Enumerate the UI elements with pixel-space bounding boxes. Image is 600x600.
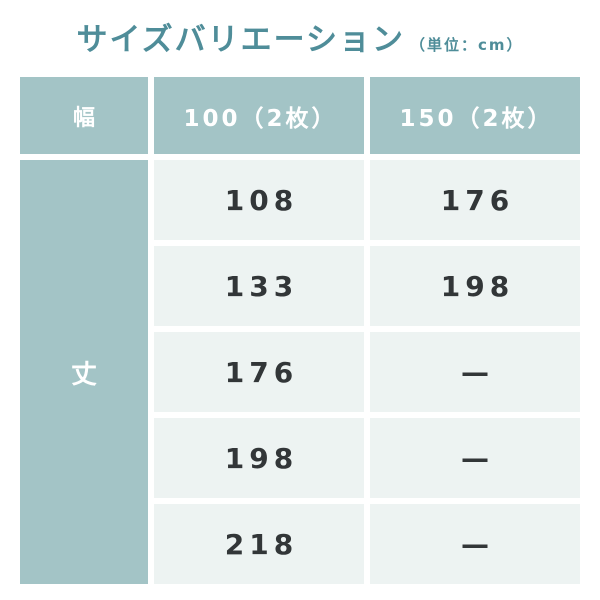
table-cell-r3-c1: 176	[154, 332, 364, 412]
column-header-150: 150（2枚）	[370, 77, 580, 154]
table-cell-r4-c2: —	[370, 418, 580, 498]
table-cell-r1-c2: 176	[370, 160, 580, 240]
table-cell-r2-c2: 198	[370, 246, 580, 326]
row-header-length: 丈	[20, 160, 148, 584]
title-unit-note: （単位：cm）	[409, 36, 524, 54]
table-cell-r3-c2: —	[370, 332, 580, 412]
column-header-100: 100（2枚）	[154, 77, 364, 154]
table-cell-r4-c1: 198	[154, 418, 364, 498]
table-cell-r5-c2: —	[370, 504, 580, 584]
size-table: 幅 100（2枚） 150（2枚） 丈 108 176 133 198 176 …	[20, 77, 580, 584]
table-cell-r5-c1: 218	[154, 504, 364, 584]
page-title: サイズバリエーション （単位：cm）	[0, 0, 600, 77]
table-cell-r1-c1: 108	[154, 160, 364, 240]
corner-header-width: 幅	[20, 77, 148, 154]
table-cell-r2-c1: 133	[154, 246, 364, 326]
title-text: サイズバリエーション	[76, 22, 405, 58]
